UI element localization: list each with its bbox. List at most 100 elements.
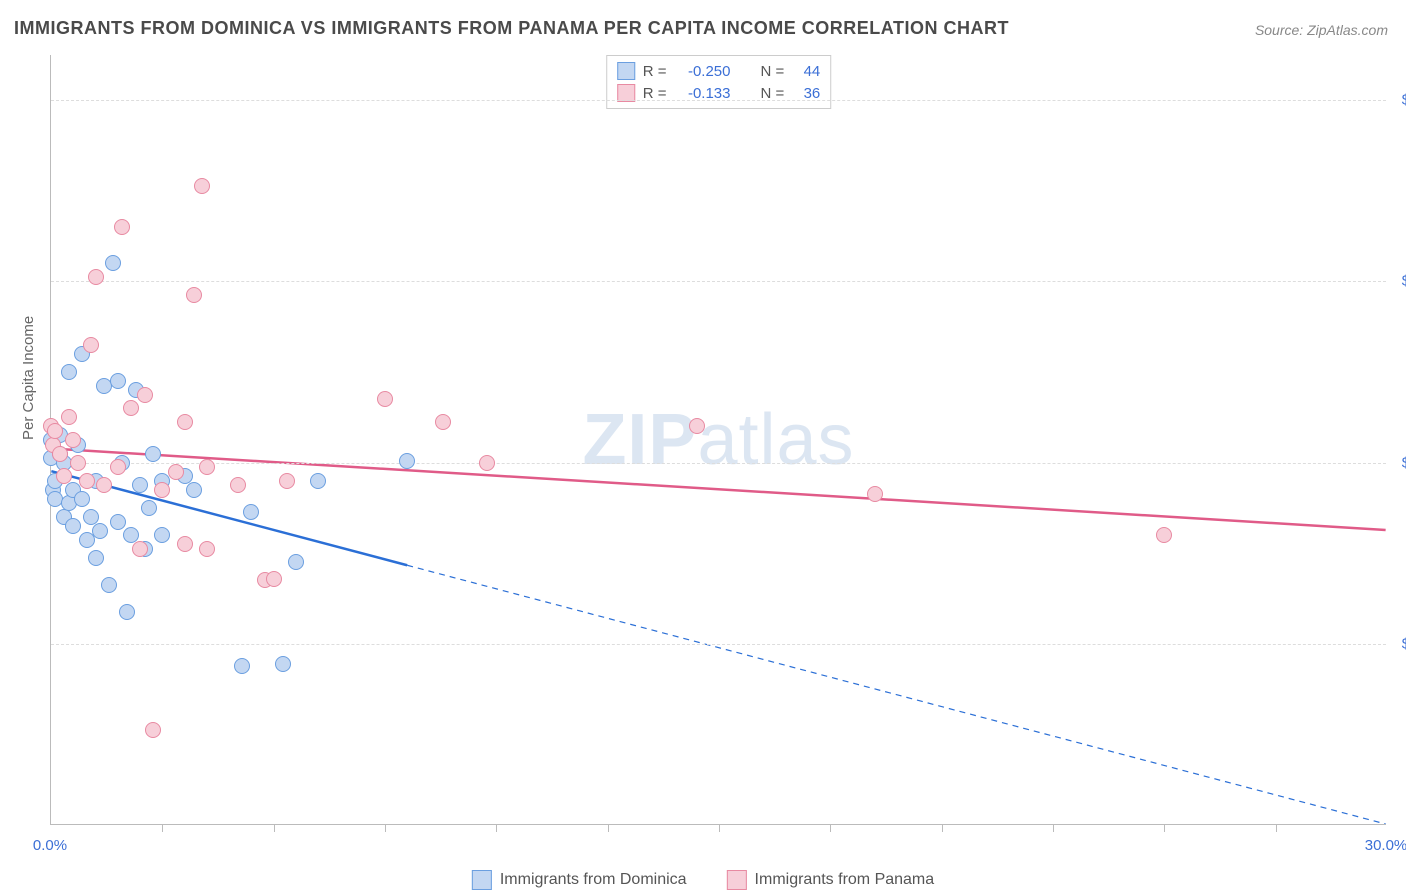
data-point xyxy=(105,255,121,271)
chart-container: IMMIGRANTS FROM DOMINICA VS IMMIGRANTS F… xyxy=(0,0,1406,892)
data-point xyxy=(52,446,68,462)
x-tick xyxy=(162,824,163,832)
data-point xyxy=(132,477,148,493)
data-point xyxy=(101,577,117,593)
data-point xyxy=(479,455,495,471)
data-point xyxy=(83,337,99,353)
legend-swatch-1 xyxy=(472,870,492,890)
data-point xyxy=(88,550,104,566)
data-point xyxy=(168,464,184,480)
y-tick-label: $20,000 xyxy=(1396,635,1406,652)
legend-label-1: Immigrants from Dominica xyxy=(500,871,687,889)
y-tick-label: $80,000 xyxy=(1396,92,1406,109)
data-point xyxy=(177,536,193,552)
data-point xyxy=(61,409,77,425)
data-point xyxy=(141,500,157,516)
legend-label-2: Immigrants from Panama xyxy=(755,871,935,889)
data-point xyxy=(74,491,90,507)
stats-n-value-2: 36 xyxy=(792,85,820,102)
data-point xyxy=(145,722,161,738)
data-point xyxy=(266,571,282,587)
data-point xyxy=(70,455,86,471)
x-tick xyxy=(496,824,497,832)
legend-item-2: Immigrants from Panama xyxy=(727,870,935,890)
x-tick xyxy=(1053,824,1054,832)
watermark-atlas: atlas xyxy=(697,400,854,480)
stats-row-1: R = -0.250 N = 44 xyxy=(617,60,821,82)
stats-r-value-2: -0.133 xyxy=(675,85,731,102)
stats-r-value-1: -0.250 xyxy=(675,63,731,80)
stats-n-label-2: N = xyxy=(761,85,785,102)
data-point xyxy=(65,432,81,448)
bottom-legend: Immigrants from Dominica Immigrants from… xyxy=(472,870,934,890)
data-point xyxy=(123,400,139,416)
x-tick xyxy=(1276,824,1277,832)
data-point xyxy=(275,656,291,672)
data-point xyxy=(56,468,72,484)
data-point xyxy=(92,523,108,539)
data-point xyxy=(137,387,153,403)
legend-swatch-2 xyxy=(727,870,747,890)
x-tick xyxy=(942,824,943,832)
data-point xyxy=(435,414,451,430)
y-tick-label: $60,000 xyxy=(1396,273,1406,290)
data-point xyxy=(47,423,63,439)
data-point xyxy=(186,287,202,303)
y-tick-label: $40,000 xyxy=(1396,454,1406,471)
data-point xyxy=(154,482,170,498)
data-point xyxy=(199,459,215,475)
data-point xyxy=(279,473,295,489)
data-point xyxy=(288,554,304,570)
data-point xyxy=(243,504,259,520)
x-tick xyxy=(608,824,609,832)
gridline xyxy=(51,281,1386,282)
regression-lines-svg xyxy=(51,55,1386,824)
data-point xyxy=(310,473,326,489)
gridline xyxy=(51,644,1386,645)
legend-item-1: Immigrants from Dominica xyxy=(472,870,687,890)
x-tick xyxy=(385,824,386,832)
data-point xyxy=(145,446,161,462)
data-point xyxy=(119,604,135,620)
data-point xyxy=(110,459,126,475)
data-point xyxy=(114,219,130,235)
gridline xyxy=(51,463,1386,464)
x-tick xyxy=(830,824,831,832)
data-point xyxy=(65,518,81,534)
data-point xyxy=(177,414,193,430)
x-tick xyxy=(1164,824,1165,832)
data-point xyxy=(110,514,126,530)
gridline xyxy=(51,100,1386,101)
watermark: ZIPatlas xyxy=(582,399,854,481)
data-point xyxy=(96,477,112,493)
stats-swatch-1 xyxy=(617,62,635,80)
stats-n-value-1: 44 xyxy=(792,63,820,80)
data-point xyxy=(132,541,148,557)
data-point xyxy=(154,527,170,543)
stats-r-label-1: R = xyxy=(643,63,667,80)
source-attribution: Source: ZipAtlas.com xyxy=(1255,22,1388,38)
data-point xyxy=(61,364,77,380)
x-tick xyxy=(274,824,275,832)
x-axis-label-min: 0.0% xyxy=(33,837,67,854)
data-point xyxy=(110,373,126,389)
data-point xyxy=(234,658,250,674)
data-point xyxy=(867,486,883,502)
x-axis-label-max: 30.0% xyxy=(1365,837,1406,854)
data-point xyxy=(230,477,246,493)
stats-n-label-1: N = xyxy=(761,63,785,80)
data-point xyxy=(194,178,210,194)
data-point xyxy=(399,453,415,469)
y-axis-title: Per Capita Income xyxy=(20,316,37,440)
data-point xyxy=(79,473,95,489)
chart-title: IMMIGRANTS FROM DOMINICA VS IMMIGRANTS F… xyxy=(14,18,1009,39)
x-tick xyxy=(719,824,720,832)
data-point xyxy=(377,391,393,407)
stats-r-label-2: R = xyxy=(643,85,667,102)
data-point xyxy=(689,418,705,434)
watermark-zip: ZIP xyxy=(582,400,697,480)
plot-area: ZIPatlas R = -0.250 N = 44 R = -0.133 N … xyxy=(50,55,1386,825)
data-point xyxy=(1156,527,1172,543)
data-point xyxy=(186,482,202,498)
data-point xyxy=(199,541,215,557)
